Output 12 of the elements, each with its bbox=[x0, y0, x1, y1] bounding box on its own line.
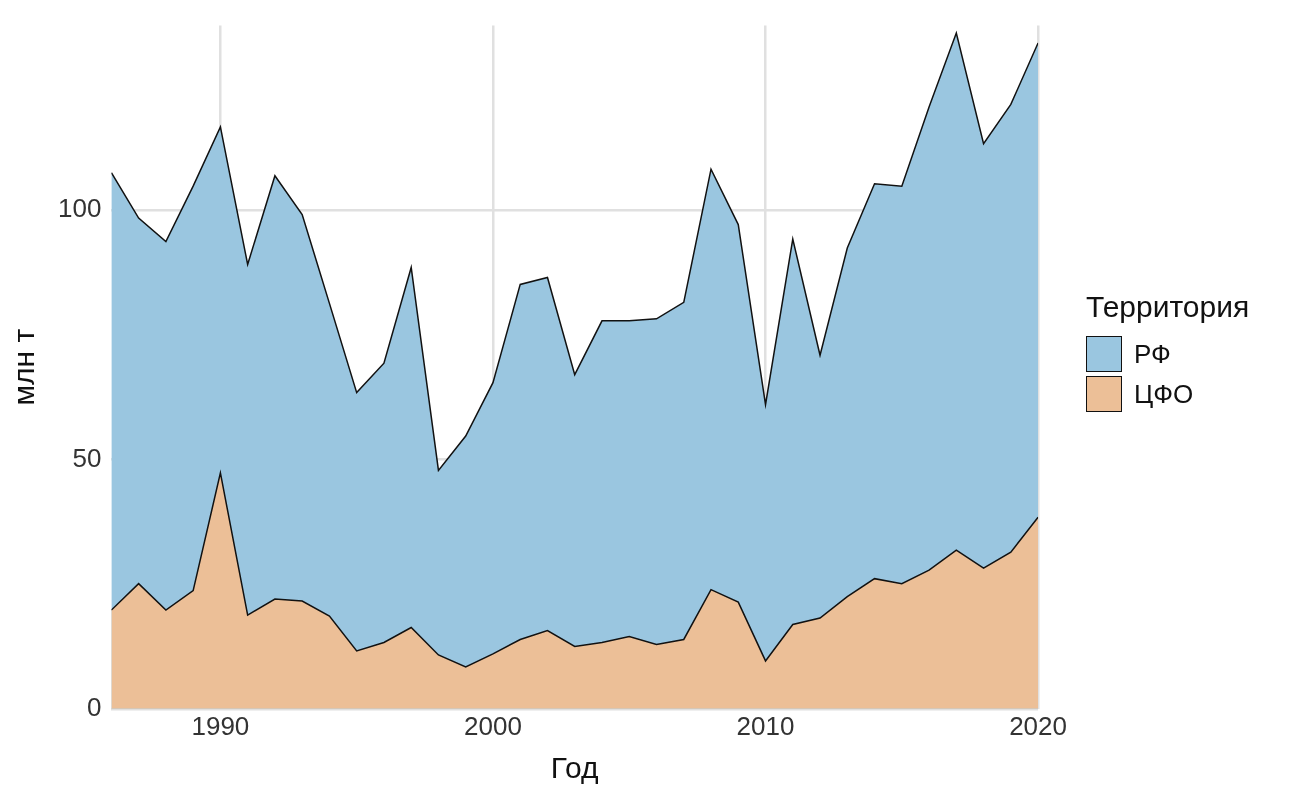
x-tick-label: 2020 bbox=[1009, 710, 1067, 741]
x-tick-label: 2010 bbox=[736, 710, 795, 741]
y-axis-title: млн т bbox=[7, 328, 41, 406]
x-axis-title: Год bbox=[550, 751, 599, 785]
legend-label: ЦФО bbox=[1134, 378, 1194, 410]
legend-label: РФ bbox=[1134, 338, 1171, 370]
x-tick-label: 1990 bbox=[191, 710, 250, 741]
y-tick-label: 50 bbox=[72, 442, 102, 473]
legend-title: Территория bbox=[1086, 290, 1250, 324]
y-tick-label: 100 bbox=[57, 193, 102, 224]
x-tick-label: 2000 bbox=[464, 710, 522, 741]
y-tick-label: 0 bbox=[86, 691, 102, 722]
